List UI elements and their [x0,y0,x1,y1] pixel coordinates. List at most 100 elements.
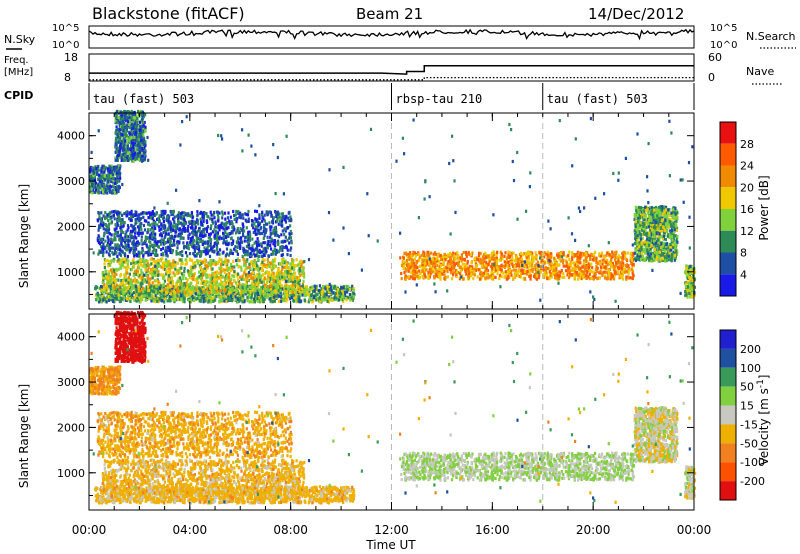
power-cell [276,279,279,283]
power-cell [174,263,177,267]
power-cell [253,300,257,304]
power-cell [136,116,139,120]
power-cell [101,273,104,277]
power-cell [132,260,135,264]
power-cell [102,164,106,168]
power-cell [141,286,145,290]
power-cell [200,281,203,286]
power-cell [165,246,168,250]
power-cell [225,227,228,231]
power-cell [168,288,171,292]
power-cell [330,289,333,293]
power-cell [241,300,244,304]
power-cell [167,232,170,236]
power-cell [149,240,152,245]
power-cell [281,267,284,271]
power-cell [135,289,138,293]
power-cell [118,146,121,150]
power-cell [286,284,289,288]
power-cell [142,136,145,140]
power-cell [134,144,137,148]
power-cell [144,288,147,293]
power-cell [135,137,138,141]
power-cell [199,277,202,281]
power-cell [128,291,131,295]
power-cell [295,294,298,298]
power-cell [212,289,215,294]
power-cell [266,295,270,299]
power-cell [257,254,261,259]
power-cell [299,300,302,304]
power-cell [143,228,147,232]
power-cell [266,270,269,274]
power-cell [205,275,208,279]
power-cell [235,217,238,221]
power-cell [119,211,122,215]
power-cell [148,286,152,290]
power-cell [134,121,137,125]
power-cell [124,272,127,276]
power-cell [133,243,136,247]
power-cell [175,291,178,295]
power-cell [217,276,220,280]
power-cell [222,231,225,235]
power-cell [278,272,281,276]
power-cell [101,290,104,294]
power-cell [235,263,239,267]
power-cell [211,281,214,285]
power-cell [231,299,234,303]
power-cell [288,241,291,245]
power-cell [113,172,116,176]
power-cell [96,218,99,222]
power-cell [216,236,219,240]
power-cell [110,221,113,225]
power-cell [183,269,186,273]
power-cell [203,269,206,273]
power-cell [96,190,99,194]
power-cell [275,280,278,284]
power-cell [157,262,160,266]
power-cell [254,261,257,265]
power-cell [293,296,296,300]
power-cell [291,280,295,284]
power-cell [105,250,108,254]
power-cell [247,266,250,270]
power-cell [110,290,113,294]
power-cell [259,278,262,282]
power-cell [102,242,105,246]
power-cell [170,296,173,300]
power-cell [97,182,100,186]
power-cell [201,260,204,264]
power-cell [278,278,281,282]
power-cell [115,165,118,169]
power-cell [89,185,92,189]
power-cell [144,291,147,295]
power-cell [277,286,280,290]
power-cell [100,287,103,291]
power-cell [122,124,125,128]
power-cell [295,298,298,302]
power-cell [212,299,215,303]
power-cell [125,292,128,296]
power-cell [329,286,332,290]
power-cell [266,235,269,239]
power-cell [98,300,101,304]
power-cell [263,226,266,230]
power-cell [339,288,342,292]
power-cell [217,293,220,297]
power-cell [112,185,115,189]
power-cell [206,214,209,218]
power-cell [133,123,136,127]
power-cell [107,180,110,184]
power-cell [250,285,253,290]
power-cell [137,109,140,114]
power-cell [159,284,162,288]
power-cell [217,225,221,229]
power-cell [277,299,281,304]
power-cell [144,266,147,270]
power-cell [335,290,339,294]
power-cell [152,289,155,293]
power-cell [253,275,256,279]
power-cell [130,144,133,148]
power-cell [271,263,274,267]
